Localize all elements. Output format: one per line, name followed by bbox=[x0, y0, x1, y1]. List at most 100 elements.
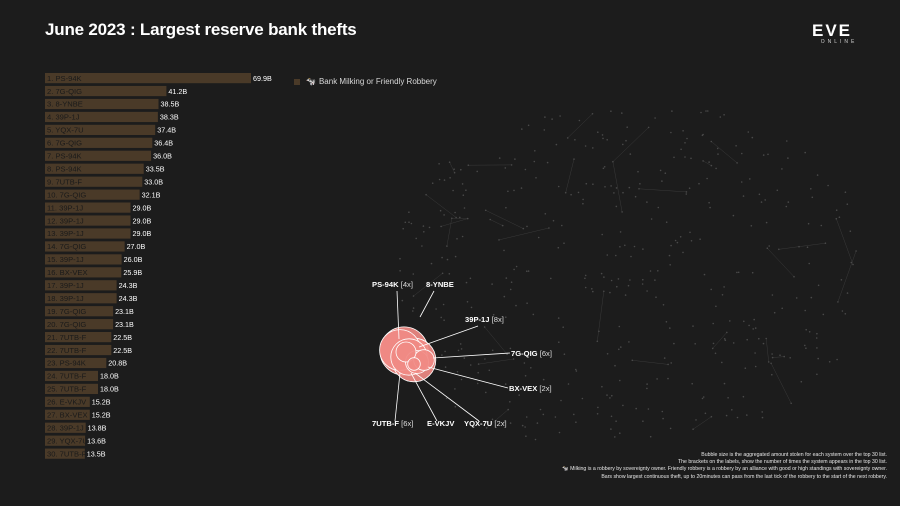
star-map-system bbox=[578, 119, 581, 122]
star-map-system bbox=[456, 238, 458, 240]
star-map-system bbox=[732, 214, 735, 217]
star-map-system bbox=[456, 371, 459, 373]
bar bbox=[45, 150, 152, 161]
star-map-system bbox=[606, 254, 609, 256]
star-map-system bbox=[399, 257, 401, 260]
star-map-system bbox=[592, 183, 594, 185]
bar-value-label: 13.5B bbox=[87, 449, 106, 458]
callout-line bbox=[418, 325, 479, 348]
star-map-system bbox=[754, 327, 757, 329]
bar-category-label: 7. PS-94K bbox=[47, 152, 82, 161]
star-map-system bbox=[673, 342, 675, 345]
star-map-system bbox=[559, 115, 561, 117]
bar-category-label: 15. 39P-1J bbox=[47, 255, 84, 264]
bar-value-label: 36.4B bbox=[154, 139, 173, 148]
star-map-system bbox=[719, 116, 722, 118]
system-count: [6x] bbox=[538, 349, 552, 358]
star-map-system bbox=[504, 167, 507, 169]
star-map-system bbox=[463, 207, 466, 209]
star-map-system bbox=[767, 361, 770, 363]
star-map-system bbox=[454, 388, 456, 390]
bar bbox=[45, 319, 114, 330]
star-map-system bbox=[536, 422, 539, 424]
star-map-system bbox=[603, 290, 605, 293]
star-map-system bbox=[714, 352, 717, 355]
star-map-system bbox=[601, 233, 603, 236]
star-map-system bbox=[522, 227, 525, 230]
bar bbox=[45, 254, 122, 265]
star-map-system bbox=[399, 270, 401, 272]
star-map-system bbox=[633, 245, 636, 248]
star-map-system bbox=[690, 157, 692, 160]
star-map-system bbox=[726, 331, 728, 334]
star-map-system bbox=[670, 244, 672, 247]
star-map-system bbox=[735, 145, 737, 147]
bar bbox=[45, 124, 156, 135]
star-map-system bbox=[746, 414, 748, 416]
star-map-system bbox=[822, 313, 825, 316]
callout-line bbox=[414, 372, 480, 422]
star-map-system bbox=[731, 409, 733, 411]
star-map-system bbox=[686, 137, 688, 140]
star-map-system bbox=[698, 182, 700, 185]
bar-category-label: 2. 7G-QIG bbox=[47, 87, 82, 96]
bar bbox=[45, 202, 131, 213]
star-map-system bbox=[570, 193, 572, 196]
star-map-system bbox=[555, 143, 558, 146]
star-map-system bbox=[451, 217, 453, 220]
bar-category-label: 4. 39P-1J bbox=[47, 113, 80, 122]
callout-line bbox=[394, 372, 401, 422]
star-map-lanes bbox=[413, 113, 857, 430]
star-map-system bbox=[820, 224, 823, 227]
system-name: 39P-1J bbox=[465, 315, 490, 324]
bar-value-label: 29.0B bbox=[132, 229, 151, 238]
bar-category-label: 6. 7G-QIG bbox=[47, 139, 82, 148]
bar-category-label: 21. 7UTB-F bbox=[47, 333, 87, 342]
star-map-system bbox=[606, 394, 608, 396]
star-map-system bbox=[510, 281, 513, 284]
star-map-system bbox=[492, 313, 495, 316]
bar-value-label: 37.4B bbox=[157, 126, 176, 135]
system-count: [4x] bbox=[399, 280, 413, 289]
star-map-system bbox=[750, 225, 753, 227]
star-map-system bbox=[708, 161, 710, 163]
bar-category-label: 16. BX-VEX bbox=[47, 268, 88, 277]
star-map-system bbox=[573, 413, 575, 416]
star-map-system bbox=[684, 142, 686, 144]
star-map-system bbox=[552, 219, 555, 222]
star-map-system bbox=[724, 339, 727, 342]
star-map-system bbox=[412, 295, 415, 297]
star-map-system bbox=[524, 426, 526, 428]
bar-value-label: 69.9B bbox=[253, 74, 272, 83]
star-map-system bbox=[453, 168, 455, 170]
star-map-system bbox=[620, 346, 622, 348]
star-map-system bbox=[402, 227, 405, 230]
star-map-system bbox=[721, 294, 724, 296]
star-map-system bbox=[412, 307, 415, 309]
bar-value-label: 13.6B bbox=[87, 436, 106, 445]
star-map-system bbox=[459, 343, 462, 345]
star-map-system bbox=[662, 417, 664, 420]
star-map-system bbox=[527, 124, 530, 127]
star-map-system bbox=[647, 126, 650, 129]
star-map-system bbox=[795, 297, 798, 299]
star-map-system bbox=[676, 241, 679, 244]
bar-value-label: 25.9B bbox=[123, 268, 142, 277]
bar-category-label: 28. 39P-1J bbox=[47, 423, 84, 432]
bar-value-label: 23.1B bbox=[115, 320, 134, 329]
star-map-system bbox=[557, 246, 560, 249]
star-map-system bbox=[710, 140, 713, 143]
star-map-system bbox=[491, 349, 494, 352]
star-map-system bbox=[682, 130, 684, 132]
star-map-system bbox=[631, 359, 634, 362]
star-map-system bbox=[610, 110, 612, 112]
star-map-system bbox=[470, 306, 473, 309]
star-map-system bbox=[646, 201, 648, 203]
star-map-system bbox=[455, 216, 457, 219]
star-map-system bbox=[855, 250, 857, 252]
bar-category-label: 20. 7G-QIG bbox=[47, 320, 86, 329]
star-map-system bbox=[662, 304, 665, 306]
star-map-system bbox=[744, 367, 747, 370]
star-map-system bbox=[440, 316, 443, 319]
star-map-system bbox=[790, 402, 792, 405]
